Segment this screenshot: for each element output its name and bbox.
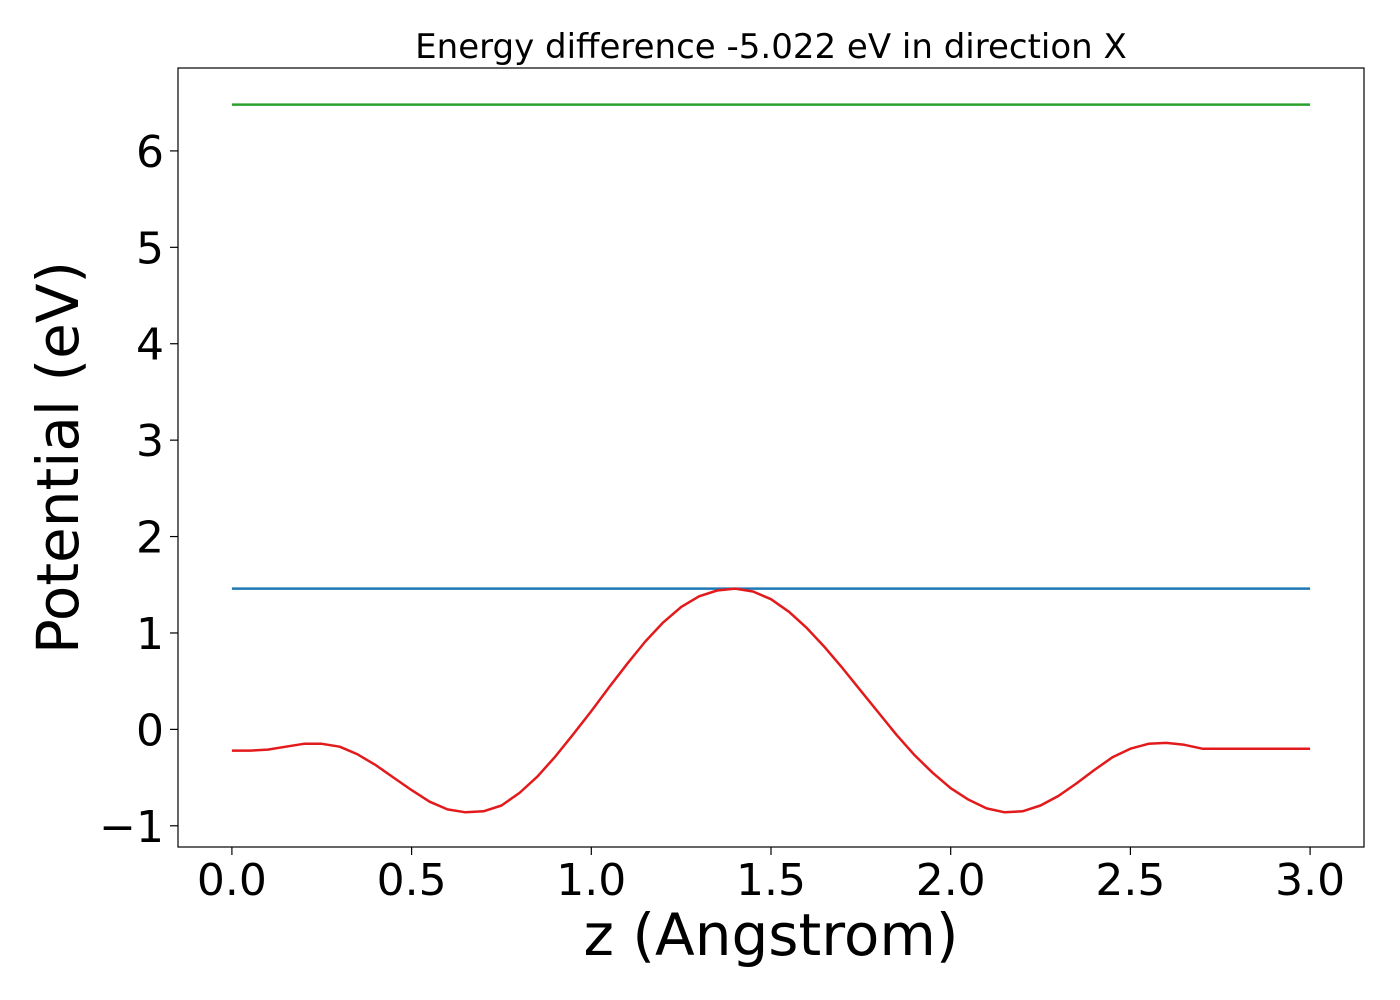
x-tick-label: 0.0: [197, 855, 267, 906]
x-tick-label: 2.0: [916, 855, 986, 906]
x-tick-label: 0.5: [377, 855, 447, 906]
x-axis: 0.0 0.5 1.0 1.5 2.0 2.5 3.0: [197, 847, 1345, 906]
x-tick-label: 1.0: [556, 855, 626, 906]
y-tick-label: 5: [136, 223, 164, 274]
series-layer: [231, 103, 1311, 814]
y-tick-label: 6: [136, 127, 164, 178]
x-tick-label: 1.5: [736, 855, 806, 906]
plot-frame: [177, 67, 1365, 848]
y-tick-label: 3: [136, 416, 164, 467]
series-line-3: [231, 587, 1311, 814]
y-tick-label: 1: [136, 609, 164, 660]
y-tick-label: 0: [136, 705, 164, 756]
chart-title: Energy difference -5.022 eV in direction…: [415, 27, 1127, 67]
y-tick-label: 4: [136, 320, 164, 371]
y-axis: −1 0 1 2 3 4 5 6: [99, 127, 178, 853]
y-tick-label: −1: [99, 802, 164, 853]
y-axis-title: Potential (eV): [24, 261, 92, 654]
y-tick-label: 2: [136, 513, 164, 564]
x-axis-title: z (Angstrom): [584, 901, 959, 969]
x-tick-label: 3.0: [1275, 855, 1345, 906]
x-tick-label: 2.5: [1095, 855, 1165, 906]
